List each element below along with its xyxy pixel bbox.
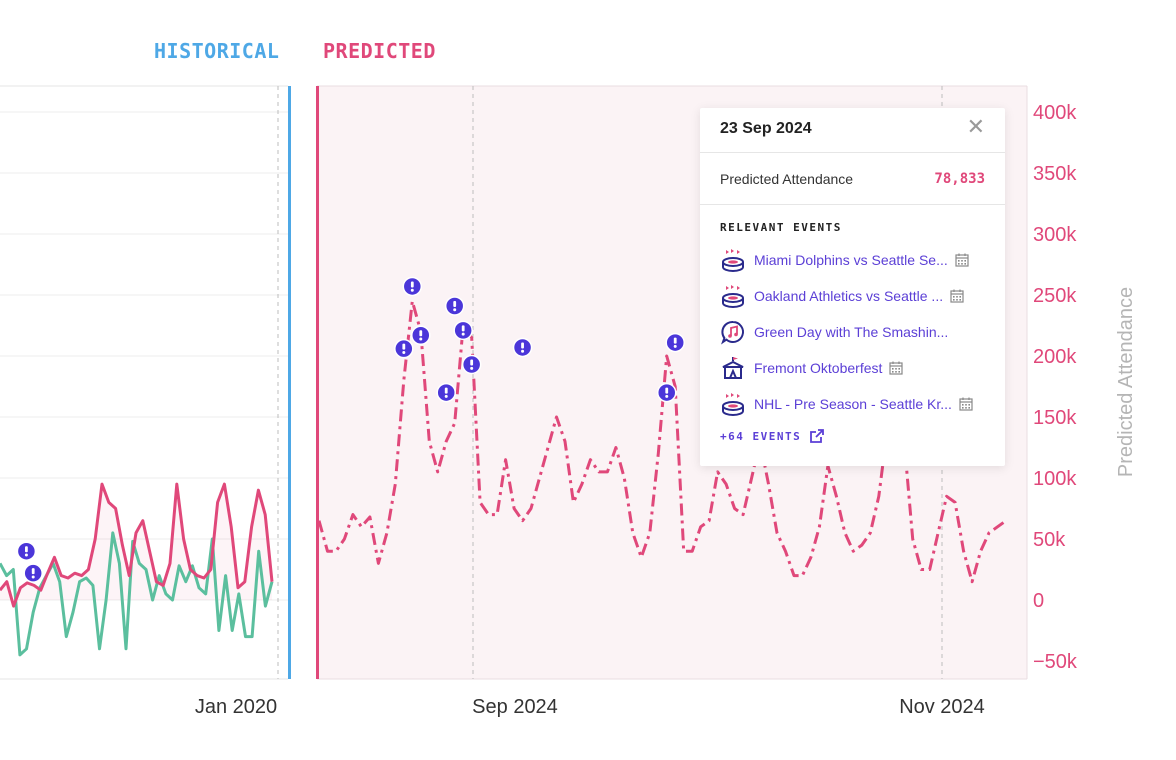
tooltip-date: 23 Sep 2024 [720, 120, 812, 137]
event-marker-dot[interactable] [31, 575, 35, 579]
y-tick-label: 100k [1033, 468, 1077, 490]
historical-label: HISTORICAL [154, 39, 279, 63]
event-marker[interactable] [394, 338, 414, 359]
event-marker-bang[interactable] [419, 330, 423, 337]
stadium-icon [720, 283, 746, 309]
y-tick-label: 250k [1033, 285, 1077, 307]
y-tick-label: 0 [1033, 590, 1044, 612]
event-marker-dot[interactable] [461, 332, 465, 336]
y-tick-label: 400k [1033, 102, 1077, 124]
event-marker-bang[interactable] [665, 387, 669, 394]
event-marker[interactable] [411, 325, 431, 346]
event-marker[interactable] [436, 382, 456, 403]
x-tick-label: Nov 2024 [899, 696, 985, 718]
y-tick-label: 50k [1033, 529, 1066, 551]
historical-predicted-line [0, 482, 274, 608]
event-item[interactable]: Fremont Oktoberfest [720, 350, 985, 386]
predicted-label: PREDICTED [323, 39, 436, 63]
attendance-row: Predicted Attendance 78,833 [700, 153, 1005, 205]
event-item[interactable]: NHL - Pre Season - Seattle Kr... [720, 386, 985, 422]
chart-axes: 400k 350k 300k 250k 200k 150k 100k 50k 0 −50k Jan … [195, 86, 1078, 718]
event-tooltip: 23 Sep 2024 ✕ Predicted Attendance 78,83… [700, 108, 1005, 466]
event-marker-bang[interactable] [25, 546, 28, 553]
stadium-icon [720, 247, 746, 273]
predicted-series-line [317, 299, 1007, 584]
event-name-link[interactable]: Oakland Athletics vs Seattle ... [754, 288, 944, 304]
event-item[interactable]: Oakland Athletics vs Seattle ... [720, 278, 985, 314]
event-marker[interactable] [16, 541, 37, 561]
festival-tent-icon [720, 355, 746, 381]
attendance-label: Predicted Attendance [720, 171, 854, 187]
event-marker[interactable] [23, 563, 43, 583]
y-axis-label: Predicted Attendance [1115, 287, 1137, 477]
event-marker-bang[interactable] [31, 568, 35, 575]
external-link-icon [809, 428, 825, 444]
calendar-icon[interactable] [954, 252, 970, 268]
event-item[interactable]: Miami Dolphins vs Seattle Se... [720, 242, 985, 278]
event-marker-bang[interactable] [521, 342, 524, 349]
event-marker-dot[interactable] [665, 394, 669, 398]
relevant-events-title: RELEVANT EVENTS [720, 221, 842, 234]
chart-marks [0, 276, 1007, 657]
event-name-link[interactable]: NHL - Pre Season - Seattle Kr... [754, 396, 952, 412]
calendar-icon[interactable] [949, 288, 965, 304]
y-tick-label: 150k [1033, 407, 1077, 429]
calendar-icon[interactable] [888, 360, 904, 376]
music-icon [720, 319, 746, 345]
event-marker-bang[interactable] [673, 337, 677, 344]
event-marker-dot[interactable] [470, 366, 474, 370]
event-name-link[interactable]: Fremont Oktoberfest [754, 360, 883, 376]
event-marker[interactable] [665, 332, 685, 353]
event-marker-dot[interactable] [444, 394, 448, 398]
events-list: Miami Dolphins vs Seattle Se... Oakland A… [720, 242, 985, 422]
event-marker[interactable] [444, 296, 465, 316]
x-tick-label: Jan 2020 [195, 696, 277, 718]
event-name-link[interactable]: Green Day with The Smashin... [754, 324, 949, 340]
calendar-icon[interactable] [958, 396, 974, 412]
event-marker-dot[interactable] [402, 350, 406, 354]
y-tick-label: −50k [1033, 651, 1078, 673]
y-tick-label: 300k [1033, 224, 1077, 246]
relevant-events-section: RELEVANT EVENTS Miami Dolphins vs Seattl… [700, 205, 1005, 444]
event-marker-bang[interactable] [461, 325, 465, 332]
event-marker-dot[interactable] [521, 349, 525, 353]
historical-panel-bg [0, 86, 288, 679]
event-marker-bang[interactable] [453, 300, 457, 307]
historical-area-fill [0, 484, 272, 607]
event-marker-dot[interactable] [419, 337, 423, 341]
x-tick-label: Sep 2024 [472, 696, 558, 718]
stadium-icon [720, 391, 746, 417]
close-icon[interactable]: ✕ [966, 114, 985, 139]
more-events-label: +64 EVENTS [720, 429, 802, 443]
tooltip-header: 23 Sep 2024 ✕ [700, 108, 1005, 153]
event-marker[interactable] [512, 337, 533, 358]
event-name-link[interactable]: Miami Dolphins vs Seattle Se... [754, 252, 948, 268]
event-marker-dot[interactable] [453, 308, 457, 312]
event-marker-bang[interactable] [444, 387, 448, 394]
event-marker-dot[interactable] [24, 553, 28, 557]
event-item[interactable]: Green Day with The Smashin... [720, 314, 985, 350]
event-marker[interactable] [453, 320, 473, 341]
event-marker[interactable] [656, 382, 677, 403]
event-marker-dot[interactable] [673, 344, 677, 348]
y-tick-label: 350k [1033, 163, 1077, 185]
event-marker[interactable] [461, 354, 482, 375]
event-marker-bang[interactable] [402, 343, 406, 350]
y-tick-label: 200k [1033, 346, 1077, 368]
event-marker-bang[interactable] [410, 281, 414, 288]
event-marker[interactable] [402, 276, 423, 297]
more-events-link[interactable]: +64 EVENTS [720, 428, 985, 444]
historical-panel [0, 85, 288, 680]
event-marker-dot[interactable] [410, 288, 414, 292]
attendance-value: 78,833 [934, 171, 985, 187]
event-marker-bang[interactable] [470, 359, 474, 366]
